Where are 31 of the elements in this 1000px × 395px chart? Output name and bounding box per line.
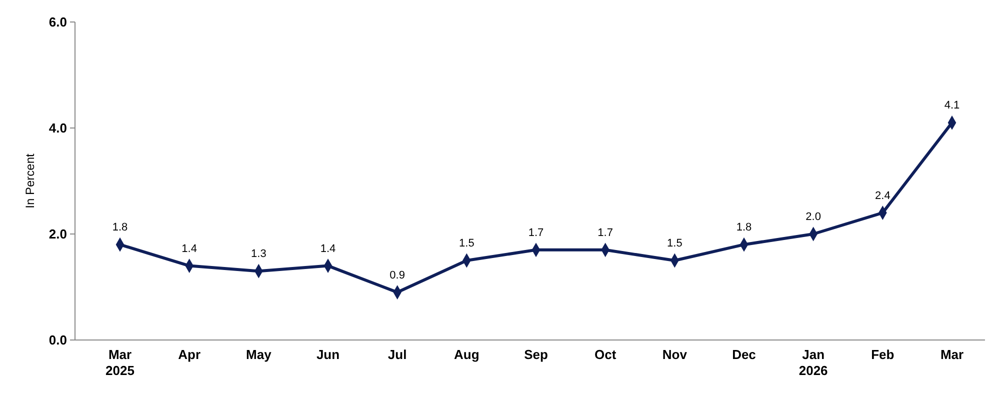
- data-label: 1.3: [251, 248, 266, 260]
- x-tick-label: Sep: [524, 347, 548, 362]
- data-label: 1.7: [528, 226, 544, 239]
- y-tick-label: 4.0: [48, 120, 67, 136]
- data-label: 2.4: [875, 190, 890, 202]
- data-label: 1.4: [320, 242, 336, 255]
- x-tick-label: Aug: [454, 347, 480, 362]
- x-tick-label: Mar: [940, 347, 964, 362]
- x-tick-label: Oct: [594, 347, 617, 362]
- data-label: 1.5: [667, 238, 682, 250]
- y-tick-label: 2.0: [48, 226, 67, 242]
- x-tick-label: Apr: [178, 347, 201, 362]
- data-label: 1.8: [736, 222, 752, 234]
- x-tick-label: Nov: [662, 347, 688, 362]
- data-label: 1.5: [459, 238, 474, 250]
- y-axis-title: In Percent: [23, 152, 37, 208]
- data-label: 2.0: [806, 211, 821, 223]
- data-label: 1.8: [112, 222, 128, 234]
- x-tick-label: Jan 2026: [798, 347, 828, 378]
- data-label: 0.9: [390, 269, 405, 282]
- x-tick-label: Dec: [732, 347, 756, 362]
- y-tick-label: 0.0: [48, 332, 67, 348]
- data-label: 1.7: [598, 226, 613, 239]
- x-tick-label: Jul: [388, 347, 407, 362]
- x-tick-label: Mar 2025: [106, 347, 134, 378]
- x-tick-label: May: [246, 347, 272, 362]
- y-tick-label: 6.0: [48, 14, 67, 30]
- data-label: 4.1: [944, 100, 960, 112]
- x-tick-label: Feb: [871, 347, 894, 362]
- data-label: 1.4: [182, 242, 197, 255]
- x-tick-label: Jun: [316, 347, 340, 362]
